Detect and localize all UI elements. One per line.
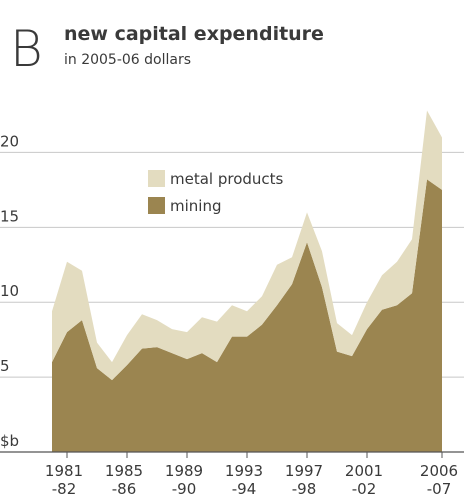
legend-swatch: [148, 197, 165, 214]
y-tick-label: 10: [0, 282, 19, 300]
x-tick-label-line: -86: [112, 480, 137, 498]
y-tick-label: 15: [0, 207, 19, 225]
y-tick-label: $b: [0, 432, 19, 450]
chart-title: new capital expenditure: [64, 23, 324, 45]
area: [52, 179, 442, 452]
x-tick-label: 1985 -86: [105, 462, 143, 498]
y-tick-label: 5: [0, 357, 10, 375]
x-tick-label-line: 2001: [345, 462, 383, 480]
x-tick-label-line: 1981: [45, 462, 83, 480]
x-tick-label-line: -82: [52, 480, 77, 498]
area: [52, 110, 442, 381]
legend-swatch: [148, 170, 165, 187]
x-tick-label-line: 1997: [285, 462, 323, 480]
x-tick-label-line: -07: [427, 480, 452, 498]
y-tick-label: 20: [0, 132, 19, 150]
x-tick-label: 2001 -02: [345, 462, 383, 498]
chart-subtitle: in 2005-06 dollars: [64, 52, 191, 68]
x-tick-label-line: 1985: [105, 462, 143, 480]
x-tick-label-line: 2006: [420, 462, 458, 480]
x-tick-label-line: -02: [352, 480, 377, 498]
x-tick-label: 1981 -82: [45, 462, 83, 498]
x-tick-label: 1997 -98: [285, 462, 323, 498]
x-tick-label: 1993 -94: [225, 462, 263, 498]
x-tick-label-line: 1989: [165, 462, 203, 480]
x-tick-label: 2006 -07: [420, 462, 458, 498]
x-tick-label-line: -98: [292, 480, 317, 498]
legend-label: metal products: [170, 170, 284, 188]
legend-label: mining: [170, 197, 221, 215]
areas: [52, 110, 442, 452]
x-tick-label-line: -94: [232, 480, 257, 498]
x-tick-label: 1989 -90: [165, 462, 203, 498]
panel-letter: B: [10, 20, 43, 78]
x-tick-label-line: 1993: [225, 462, 263, 480]
x-tick-label-line: -90: [172, 480, 197, 498]
